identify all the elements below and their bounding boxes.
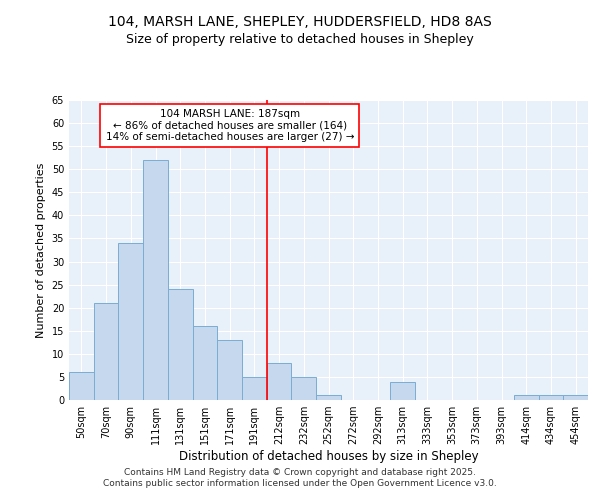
Bar [514, 396, 539, 400]
Bar [267, 363, 292, 400]
Y-axis label: Number of detached properties: Number of detached properties [36, 162, 46, 338]
Bar [292, 377, 316, 400]
Bar [193, 326, 217, 400]
Bar [539, 396, 563, 400]
Bar [217, 340, 242, 400]
Bar [242, 377, 267, 400]
Bar [168, 289, 193, 400]
Bar [118, 243, 143, 400]
Text: 104, MARSH LANE, SHEPLEY, HUDDERSFIELD, HD8 8AS: 104, MARSH LANE, SHEPLEY, HUDDERSFIELD, … [108, 15, 492, 29]
Bar [94, 303, 118, 400]
Text: 104 MARSH LANE: 187sqm
← 86% of detached houses are smaller (164)
14% of semi-de: 104 MARSH LANE: 187sqm ← 86% of detached… [106, 109, 354, 142]
Bar [69, 372, 94, 400]
Bar [316, 396, 341, 400]
Bar [143, 160, 168, 400]
X-axis label: Distribution of detached houses by size in Shepley: Distribution of detached houses by size … [179, 450, 478, 463]
Bar [390, 382, 415, 400]
Text: Contains HM Land Registry data © Crown copyright and database right 2025.
Contai: Contains HM Land Registry data © Crown c… [103, 468, 497, 487]
Text: Size of property relative to detached houses in Shepley: Size of property relative to detached ho… [126, 32, 474, 46]
Bar [563, 396, 588, 400]
